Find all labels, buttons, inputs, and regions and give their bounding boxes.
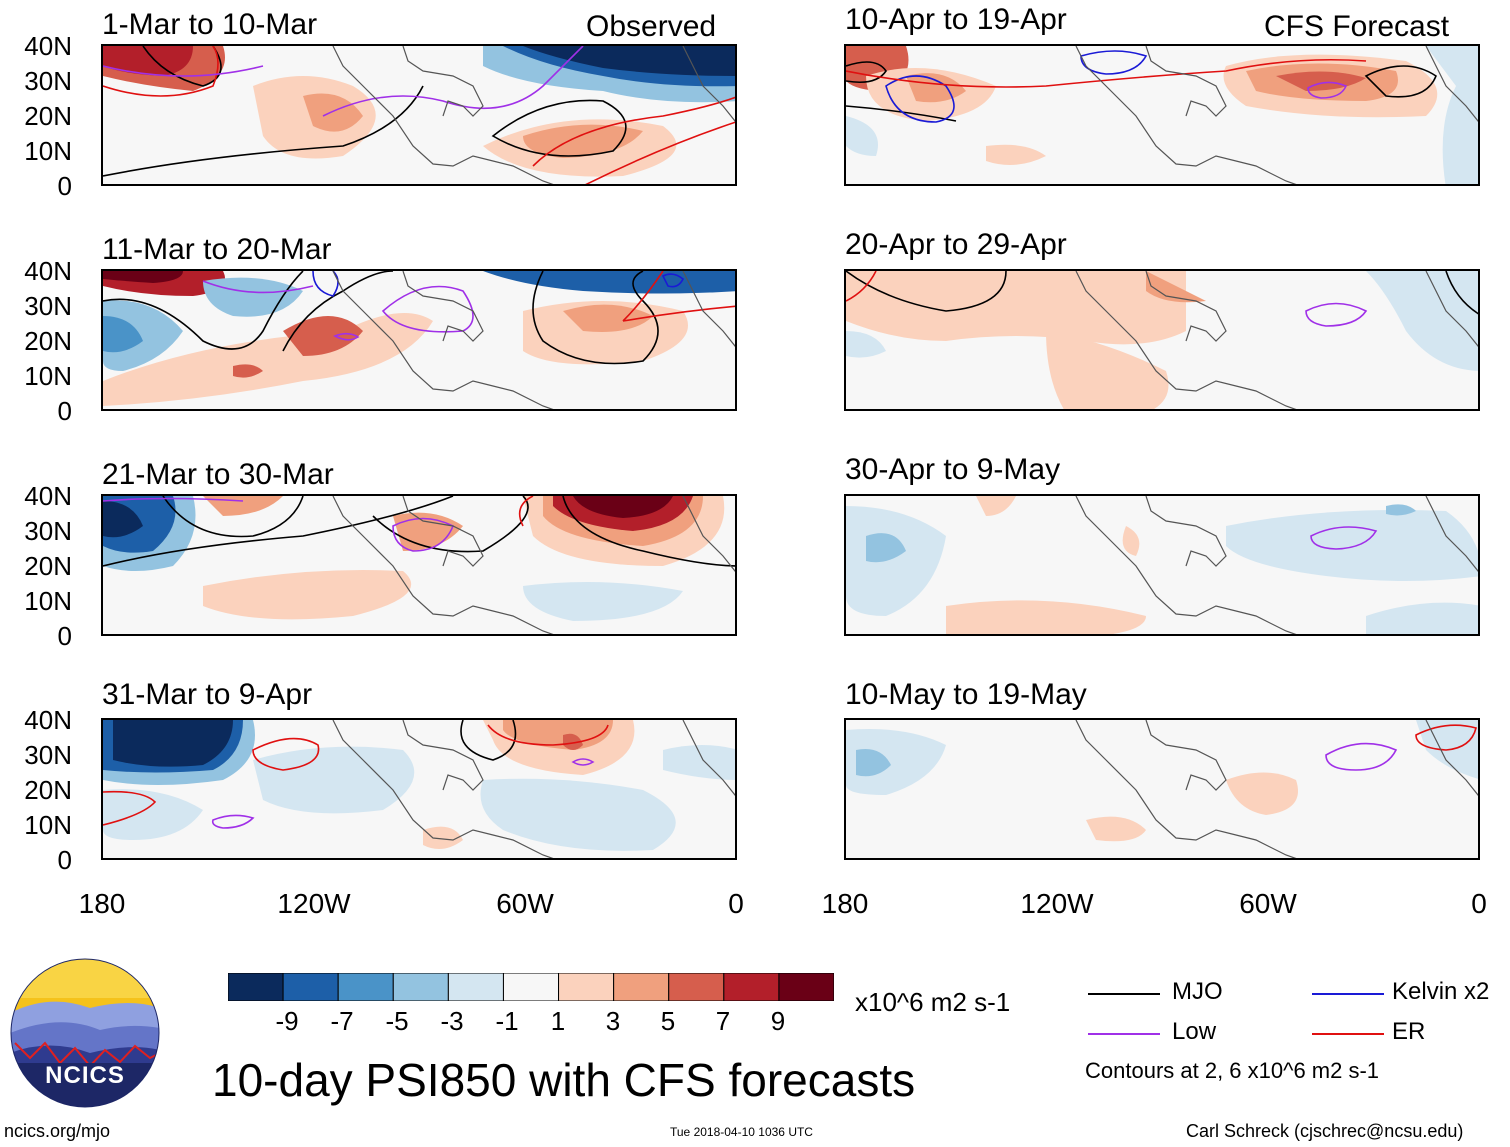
map-panel-4 bbox=[844, 269, 1480, 411]
colorbar-swatch bbox=[228, 973, 284, 1001]
lat-label: 10N bbox=[24, 810, 72, 840]
map-canvas bbox=[103, 720, 735, 858]
map-canvas bbox=[103, 271, 735, 409]
lon-label: 180 bbox=[78, 888, 126, 919]
map-canvas bbox=[103, 46, 735, 184]
legend-label-er: ER bbox=[1392, 1018, 1426, 1045]
main-title: 10-day PSI850 with CFS forecasts bbox=[212, 1054, 916, 1106]
lon-label: 0 bbox=[1471, 888, 1487, 919]
legend-note: Contours at 2, 6 x10^6 m2 s-1 bbox=[1085, 1058, 1380, 1083]
map-panel-1 bbox=[101, 44, 737, 186]
logo-graphic bbox=[10, 958, 160, 1108]
map-canvas bbox=[846, 46, 1478, 184]
colorbar-units: x10^6 m2 s-1 bbox=[855, 987, 1011, 1017]
logo-text: NCICS bbox=[45, 1062, 125, 1089]
panel-title-5: 21-Mar to 30-Mar bbox=[102, 458, 334, 491]
colorbar-swatch bbox=[337, 973, 394, 1001]
lat-label: 40N bbox=[24, 481, 72, 511]
legend-line-mjo bbox=[1088, 993, 1160, 995]
lat-label: 0 bbox=[57, 621, 72, 651]
lat-label: 10N bbox=[24, 136, 72, 166]
colorbar-label: 7 bbox=[715, 1006, 731, 1036]
colorbar-label: 9 bbox=[770, 1006, 786, 1036]
panel-title-3: 11-Mar to 20-Mar bbox=[102, 233, 332, 266]
lat-label: 20N bbox=[24, 775, 72, 805]
lat-label: 40N bbox=[24, 705, 72, 735]
colorbar-swatch bbox=[447, 973, 504, 1001]
colorbar-swatch bbox=[282, 973, 339, 1001]
lon-label: 120W bbox=[1020, 888, 1094, 919]
lat-label: 0 bbox=[57, 171, 72, 201]
panel-title-7: 31-Mar to 9-Apr bbox=[102, 678, 313, 711]
panel-title-6: 30-Apr to 9-May bbox=[845, 453, 1061, 486]
lat-label: 40N bbox=[24, 256, 72, 286]
lon-label: 60W bbox=[496, 888, 554, 919]
map-panel-5 bbox=[101, 494, 737, 636]
lon-label: 60W bbox=[1239, 888, 1297, 919]
lat-label: 40N bbox=[24, 31, 72, 61]
map-panel-7 bbox=[101, 718, 737, 860]
map-panel-8 bbox=[844, 718, 1480, 860]
map-canvas bbox=[846, 720, 1478, 858]
colorbar-swatch bbox=[502, 973, 560, 1001]
colorbar-swatch bbox=[778, 973, 834, 1001]
map-canvas bbox=[846, 496, 1478, 634]
lat-label: 10N bbox=[24, 586, 72, 616]
panel-title-2: 10-Apr to 19-Apr bbox=[845, 3, 1067, 36]
lat-label: 30N bbox=[24, 516, 72, 546]
lon-label: 0 bbox=[728, 888, 744, 919]
lat-label: 30N bbox=[24, 740, 72, 770]
colorbar-label: -1 bbox=[495, 1006, 519, 1036]
panel-tag-forecast: CFS Forecast bbox=[1264, 10, 1450, 43]
lat-label: 30N bbox=[24, 291, 72, 321]
legend-line-er bbox=[1312, 1033, 1384, 1035]
legend-line-low bbox=[1088, 1033, 1160, 1035]
ncics-logo: NCICS bbox=[10, 958, 160, 1108]
panel-tag-observed: Observed bbox=[586, 10, 717, 43]
colorbar-swatch bbox=[558, 973, 615, 1001]
colorbar-swatch bbox=[668, 973, 725, 1001]
lon-label: 180 bbox=[821, 888, 869, 919]
lat-label: 0 bbox=[57, 396, 72, 426]
footer-timestamp: Tue 2018-04-10 1036 UTC bbox=[670, 1125, 813, 1139]
panel-title-4: 20-Apr to 29-Apr bbox=[845, 228, 1067, 261]
colorbar-label: 1 bbox=[550, 1006, 566, 1036]
colorbar-swatch bbox=[392, 973, 449, 1001]
map-canvas bbox=[846, 271, 1478, 409]
lon-label: 120W bbox=[277, 888, 351, 919]
legend-label-low: Low bbox=[1172, 1018, 1217, 1045]
colorbar-label: -9 bbox=[275, 1006, 299, 1036]
colorbar-label: 3 bbox=[605, 1006, 621, 1036]
panel-title-8: 10-May to 19-May bbox=[845, 678, 1087, 711]
legend-label-mjo: MJO bbox=[1172, 978, 1223, 1005]
map-panel-6 bbox=[844, 494, 1480, 636]
footer-author: Carl Schreck (cjschrec@ncsu.edu) bbox=[1186, 1121, 1464, 1141]
footer-link[interactable]: ncics.org/mjo bbox=[4, 1121, 111, 1141]
lat-label: 10N bbox=[24, 361, 72, 391]
colorbar-swatches bbox=[228, 973, 834, 1001]
legend-line-kelvin bbox=[1312, 993, 1384, 995]
panel-title-1: 1-Mar to 10-Mar bbox=[102, 8, 318, 41]
colorbar-label: -7 bbox=[330, 1006, 354, 1036]
map-panel-3 bbox=[101, 269, 737, 411]
lat-label: 30N bbox=[24, 66, 72, 96]
colorbar-swatch bbox=[723, 973, 780, 1001]
colorbar-label: -5 bbox=[385, 1006, 409, 1036]
legend-label-kelvin: Kelvin x2 bbox=[1392, 978, 1490, 1005]
lat-label: 20N bbox=[24, 551, 72, 581]
lat-label: 0 bbox=[57, 845, 72, 875]
map-canvas bbox=[103, 496, 735, 634]
lat-label: 20N bbox=[24, 326, 72, 356]
lat-label: 20N bbox=[24, 101, 72, 131]
colorbar-swatch bbox=[613, 973, 670, 1001]
map-panel-2 bbox=[844, 44, 1480, 186]
colorbar-label: 5 bbox=[660, 1006, 676, 1036]
colorbar-label: -3 bbox=[440, 1006, 464, 1036]
